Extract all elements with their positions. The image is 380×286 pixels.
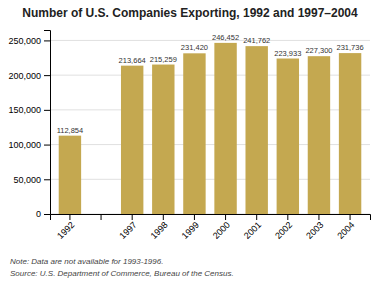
- x-tick: 2000: [211, 214, 232, 241]
- bars: [59, 43, 362, 214]
- data-label: 112,854: [57, 126, 84, 135]
- x-tick-label: 2003: [304, 220, 325, 241]
- y-tick-mark: [44, 40, 50, 41]
- bar: [152, 65, 174, 214]
- y-tick: 50,000: [13, 175, 50, 185]
- x-tick-mark: [132, 214, 133, 220]
- grid: [50, 40, 370, 214]
- x-tick: 1992: [55, 214, 76, 241]
- y-tick-label: 150,000: [8, 105, 41, 115]
- data-label: 227,300: [305, 46, 332, 55]
- data-label: 231,736: [337, 43, 364, 52]
- x-tick-mark: [101, 214, 102, 220]
- y-tick-label: 100,000: [8, 140, 41, 150]
- x-tick-mark: [225, 214, 226, 220]
- chart: Number of U.S. Companies Exporting, 1992…: [0, 0, 380, 286]
- x-tick-mark: [194, 214, 195, 220]
- x-tick-label: 1997: [117, 220, 138, 241]
- x-tick-label: 2004: [335, 220, 356, 241]
- y-axis: 0 50,000 100,000 150,000 200,000 250,000: [8, 31, 50, 220]
- bar: [277, 59, 299, 214]
- x-tick: 1999: [180, 214, 201, 241]
- x-tick: 1998: [149, 214, 170, 241]
- y-tick-mark: [44, 179, 50, 180]
- x-tick-label: 2000: [211, 220, 232, 241]
- x-tick: 2002: [273, 214, 294, 241]
- y-tick-mark: [44, 75, 50, 76]
- annotation: Source: U.S. Department of Commerce, Bur…: [10, 269, 234, 278]
- x-tick: 2001: [242, 214, 263, 241]
- plot: 112,854 213,664 215,259 231,420 246,452 241,7…: [8, 31, 370, 242]
- bar: [183, 53, 205, 214]
- data-label: 215,259: [150, 55, 177, 64]
- y-tick: 0: [36, 209, 50, 219]
- x-tick-label: 1998: [149, 220, 170, 241]
- x-tick-mark: [350, 214, 351, 220]
- x-tick-label: 2001: [242, 220, 263, 241]
- data-label: 231,420: [181, 43, 208, 52]
- y-tick-label: 50,000: [13, 175, 41, 185]
- bar: [245, 46, 267, 214]
- data-labels: 112,854 213,664 215,259 231,420 246,452 241,7…: [57, 33, 364, 135]
- y-tick: 200,000: [8, 71, 50, 81]
- x-axis: 1992 1997 1998 1999 2000 2001 2002 2003 2004: [51, 214, 371, 241]
- y-axis-line: [44, 31, 51, 215]
- annotation: Note: Data are not available for 1993-19…: [10, 257, 163, 266]
- bar: [339, 53, 361, 214]
- bar: [59, 136, 81, 214]
- data-label: 223,933: [274, 49, 301, 58]
- y-tick: 150,000: [8, 105, 50, 115]
- y-tick-label: 0: [36, 209, 41, 219]
- grid-line: [50, 40, 370, 41]
- y-tick-mark: [44, 145, 50, 146]
- bar: [308, 56, 330, 214]
- y-tick-mark: [44, 214, 50, 215]
- x-tick: [101, 214, 102, 220]
- x-tick: 1997: [117, 214, 138, 241]
- x-tick-label: 1992: [55, 220, 76, 241]
- y-tick: 250,000: [8, 36, 50, 46]
- y-tick-label: 200,000: [8, 71, 41, 81]
- bar: [121, 66, 143, 214]
- data-label: 246,452: [212, 33, 239, 42]
- x-tick-mark: [318, 214, 319, 220]
- data-label: 213,664: [119, 56, 146, 65]
- x-tick-mark: [163, 214, 164, 220]
- bar: [214, 43, 236, 214]
- annotations: Note: Data are not available for 1993-19…: [10, 257, 234, 278]
- x-tick: 2003: [304, 214, 325, 241]
- y-tick: 100,000: [8, 140, 50, 150]
- x-tick-label: 2002: [273, 220, 294, 241]
- y-tick-mark: [44, 110, 50, 111]
- x-tick-mark: [287, 214, 288, 220]
- x-tick-mark: [256, 214, 257, 220]
- x-tick-mark: [69, 214, 70, 220]
- y-tick-label: 250,000: [8, 36, 41, 46]
- x-tick-label: 1999: [180, 220, 201, 241]
- x-tick: 2004: [335, 214, 356, 241]
- x-axis-line: [51, 215, 371, 221]
- title: Number of U.S. Companies Exporting, 1992…: [22, 6, 358, 20]
- data-label: 241,762: [243, 36, 270, 45]
